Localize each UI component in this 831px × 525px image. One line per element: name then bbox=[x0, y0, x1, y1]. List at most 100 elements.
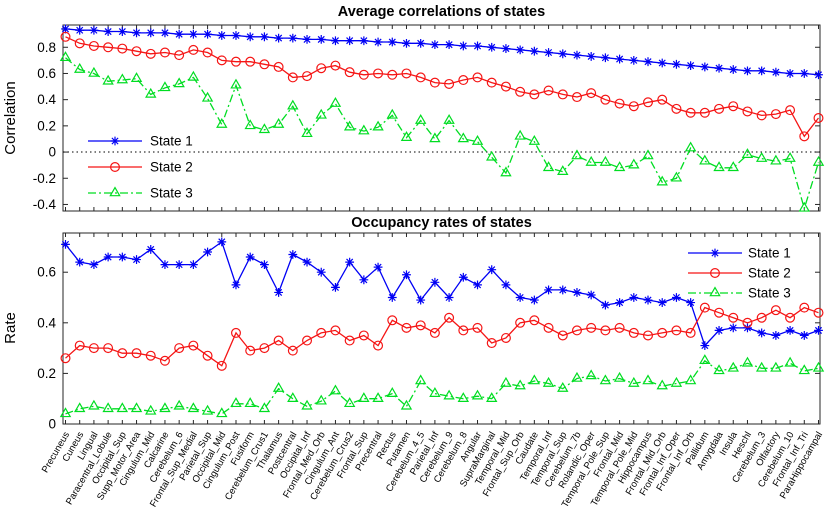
triangle-marker bbox=[770, 154, 782, 165]
asterisk-marker bbox=[558, 49, 568, 59]
asterisk-marker bbox=[103, 252, 113, 262]
asterisk-marker bbox=[387, 37, 397, 47]
asterisk-marker bbox=[444, 40, 454, 50]
triangle-marker bbox=[784, 356, 796, 367]
circle-marker bbox=[657, 94, 668, 105]
y-tick-label: 0.4 bbox=[37, 315, 56, 330]
circle-marker bbox=[259, 59, 270, 70]
asterisk-marker bbox=[274, 33, 284, 43]
triangle-marker bbox=[443, 389, 455, 400]
series-state1 bbox=[61, 237, 823, 350]
circle-marker bbox=[74, 38, 85, 49]
circle-marker bbox=[799, 131, 810, 142]
triangle-marker bbox=[500, 376, 512, 387]
triangle-marker bbox=[386, 108, 398, 119]
triangle-marker bbox=[116, 402, 129, 413]
circle-marker bbox=[628, 101, 639, 112]
triangle-marker bbox=[400, 131, 413, 141]
circle-marker bbox=[799, 302, 810, 313]
triangle-marker bbox=[613, 371, 626, 382]
y-tick-label: 0 bbox=[48, 417, 56, 432]
circle-marker bbox=[373, 340, 384, 351]
asterisk-marker bbox=[117, 27, 127, 36]
circle-marker bbox=[387, 315, 398, 326]
triangle-marker bbox=[88, 399, 100, 410]
circle-marker bbox=[472, 72, 483, 83]
circle-marker bbox=[586, 88, 597, 99]
circle-marker bbox=[614, 98, 625, 109]
circle-marker bbox=[415, 320, 426, 331]
circle-marker bbox=[188, 44, 199, 55]
circle-marker bbox=[316, 327, 327, 338]
triangle-marker bbox=[400, 399, 413, 410]
asterisk-marker bbox=[487, 42, 497, 52]
triangle-marker bbox=[514, 379, 526, 390]
circle-marker bbox=[216, 360, 227, 371]
circle-marker bbox=[571, 325, 582, 336]
asterisk-marker bbox=[245, 252, 255, 262]
asterisk-marker bbox=[615, 54, 624, 64]
triangle-marker bbox=[656, 175, 668, 186]
asterisk-marker bbox=[316, 267, 326, 277]
asterisk-marker bbox=[529, 295, 539, 305]
series-state2 bbox=[60, 31, 824, 142]
triangle-marker bbox=[727, 361, 739, 372]
triangle-marker bbox=[130, 72, 143, 83]
legend-item-state2: State 2 bbox=[688, 266, 791, 281]
asterisk-marker bbox=[757, 66, 767, 76]
asterisk-marker bbox=[217, 31, 227, 40]
asterisk-marker bbox=[629, 55, 639, 65]
triangle-marker bbox=[684, 374, 697, 385]
asterisk-marker bbox=[458, 41, 468, 51]
legend-label: State 1 bbox=[150, 134, 193, 149]
triangle-marker bbox=[287, 99, 299, 110]
circle-marker bbox=[103, 343, 114, 354]
triangle-marker bbox=[216, 407, 228, 418]
triangle-marker bbox=[557, 381, 569, 392]
asterisk-marker bbox=[132, 28, 141, 38]
series-line bbox=[65, 359, 819, 415]
triangle-marker bbox=[315, 108, 327, 119]
triangle-marker bbox=[670, 376, 683, 387]
triangle-marker bbox=[471, 389, 484, 400]
triangle-marker bbox=[329, 384, 342, 395]
y-tick-label: 0 bbox=[48, 145, 56, 160]
asterisk-marker bbox=[416, 38, 426, 48]
asterisk-marker bbox=[430, 277, 440, 287]
triangle-marker bbox=[429, 387, 441, 397]
circle-marker bbox=[429, 77, 440, 88]
legend-label: State 1 bbox=[748, 246, 791, 261]
circle-marker bbox=[103, 42, 114, 53]
y-tick-label: 0.8 bbox=[37, 40, 56, 55]
triangle-marker bbox=[457, 392, 470, 403]
asterisk-marker bbox=[444, 293, 454, 302]
legend-item-state2: State 2 bbox=[88, 160, 193, 175]
asterisk-marker bbox=[61, 239, 70, 249]
triangle-marker bbox=[116, 73, 129, 84]
asterisk-marker bbox=[600, 53, 610, 63]
circle-marker bbox=[586, 322, 597, 333]
circle-marker bbox=[557, 330, 568, 341]
triangle-marker bbox=[628, 376, 640, 387]
circle-marker bbox=[358, 69, 369, 80]
asterisk-marker bbox=[586, 290, 596, 300]
chart-title: Average correlations of states bbox=[338, 4, 545, 20]
circle-marker bbox=[756, 110, 767, 121]
triangle-marker bbox=[755, 361, 768, 372]
triangle-marker bbox=[642, 374, 654, 385]
circle-marker bbox=[543, 322, 554, 333]
circle-marker bbox=[117, 43, 128, 54]
triangle-marker bbox=[301, 127, 313, 138]
asterisk-marker bbox=[572, 288, 582, 297]
circle-marker bbox=[699, 107, 710, 118]
asterisk-marker bbox=[75, 25, 85, 35]
asterisk-marker bbox=[710, 248, 720, 258]
asterisk-marker bbox=[799, 69, 809, 78]
legend-item-state3: State 3 bbox=[688, 286, 791, 301]
triangle-marker bbox=[386, 387, 398, 397]
circle-marker bbox=[600, 94, 611, 105]
circle-marker bbox=[287, 345, 298, 356]
triangle-marker bbox=[272, 381, 285, 392]
circle-marker bbox=[358, 330, 369, 341]
triangle-marker bbox=[542, 161, 555, 172]
